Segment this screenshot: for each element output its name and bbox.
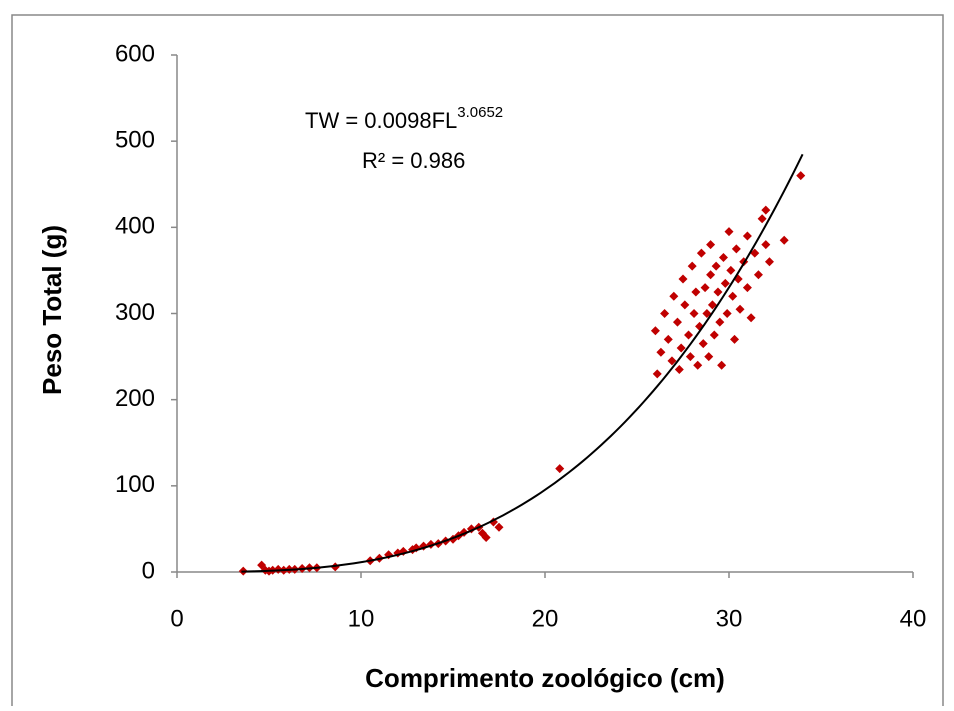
data-point xyxy=(698,339,708,349)
data-point xyxy=(555,464,565,474)
data-point xyxy=(704,352,714,362)
data-point xyxy=(693,360,703,370)
data-point xyxy=(706,270,716,280)
data-point xyxy=(742,231,752,241)
data-point xyxy=(711,261,721,271)
y-tick-label: 100 xyxy=(115,471,155,498)
data-point xyxy=(687,261,697,271)
data-point xyxy=(730,334,740,344)
y-axis-title: Peso Total (g) xyxy=(37,225,67,395)
equation-exponent: 3.0652 xyxy=(457,104,503,121)
data-point xyxy=(702,309,712,318)
y-tick-label: 500 xyxy=(115,127,155,154)
data-point xyxy=(709,330,719,340)
data-point xyxy=(713,287,723,297)
data-point xyxy=(796,171,806,181)
data-point xyxy=(753,270,763,280)
equation: TW = 0.0098FL3.0652 xyxy=(305,104,503,133)
data-point xyxy=(779,235,789,245)
data-point xyxy=(700,283,710,293)
data-point xyxy=(717,360,727,370)
x-tick-label: 10 xyxy=(348,605,375,632)
data-point xyxy=(707,300,717,310)
data-point xyxy=(691,287,701,297)
data-point xyxy=(757,214,767,224)
y-tick-label: 300 xyxy=(115,299,155,326)
data-point xyxy=(663,334,673,344)
data-point xyxy=(696,248,706,258)
y-tick-label: 400 xyxy=(115,213,155,240)
data-point xyxy=(718,252,728,262)
data-point xyxy=(684,330,694,340)
data-point xyxy=(481,533,491,543)
data-point xyxy=(680,300,690,310)
data-point xyxy=(724,227,734,237)
data-point xyxy=(728,291,738,301)
data-point xyxy=(273,564,283,574)
data-point xyxy=(746,313,756,323)
data-point xyxy=(735,304,745,314)
data-point xyxy=(722,309,732,318)
data-point xyxy=(726,265,736,275)
data-point xyxy=(761,205,771,215)
data-point xyxy=(731,244,741,254)
data-point xyxy=(750,248,760,258)
data-point xyxy=(667,356,677,366)
data-point xyxy=(689,309,699,318)
data-point xyxy=(652,369,662,379)
data-point xyxy=(761,240,771,250)
data-point xyxy=(494,522,504,532)
r-squared: R² = 0.986 xyxy=(362,148,465,173)
data-point xyxy=(706,240,716,250)
y-tick-label: 0 xyxy=(142,557,155,584)
x-tick-label: 0 xyxy=(170,605,183,632)
data-point xyxy=(715,317,725,327)
data-point xyxy=(685,352,695,362)
chart-frame xyxy=(11,14,944,711)
equation-base: TW = 0.0098FL xyxy=(305,108,457,133)
x-axis-title: Comprimento zoológico (cm) xyxy=(365,663,725,693)
data-point xyxy=(674,365,684,375)
data-point xyxy=(764,257,774,267)
data-point xyxy=(669,291,679,301)
data-point xyxy=(660,309,670,318)
y-tick-label: 200 xyxy=(115,385,155,412)
x-tick-label: 20 xyxy=(532,605,559,632)
data-point xyxy=(656,347,666,357)
data-point xyxy=(672,317,682,327)
x-tick-label: 40 xyxy=(900,605,927,632)
data-point xyxy=(742,283,752,293)
trendline xyxy=(241,153,804,573)
data-point xyxy=(676,343,686,353)
x-tick-label: 30 xyxy=(716,605,743,632)
data-point xyxy=(720,278,730,288)
data-point xyxy=(650,326,660,336)
data-point xyxy=(678,274,688,284)
y-tick-label: 600 xyxy=(115,40,155,67)
